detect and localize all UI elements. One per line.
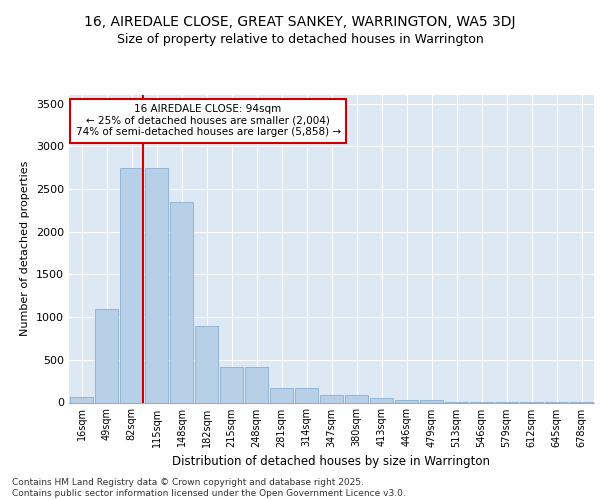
Y-axis label: Number of detached properties: Number of detached properties bbox=[20, 161, 31, 336]
Bar bbox=[70, 398, 93, 402]
Text: Contains HM Land Registry data © Crown copyright and database right 2025.
Contai: Contains HM Land Registry data © Crown c… bbox=[12, 478, 406, 498]
Bar bbox=[245, 366, 268, 402]
X-axis label: Distribution of detached houses by size in Warrington: Distribution of detached houses by size … bbox=[173, 455, 491, 468]
Bar bbox=[270, 388, 293, 402]
Bar bbox=[195, 326, 218, 402]
Text: Size of property relative to detached houses in Warrington: Size of property relative to detached ho… bbox=[116, 32, 484, 46]
Bar bbox=[395, 400, 418, 402]
Bar bbox=[320, 395, 343, 402]
Bar bbox=[345, 395, 368, 402]
Bar bbox=[95, 308, 118, 402]
Bar bbox=[220, 366, 243, 402]
Bar bbox=[420, 400, 443, 402]
Text: 16 AIREDALE CLOSE: 94sqm
← 25% of detached houses are smaller (2,004)
74% of sem: 16 AIREDALE CLOSE: 94sqm ← 25% of detach… bbox=[76, 104, 341, 138]
Bar bbox=[295, 388, 318, 402]
Bar bbox=[170, 202, 193, 402]
Bar bbox=[370, 398, 393, 402]
Bar bbox=[120, 168, 143, 402]
Bar bbox=[145, 168, 168, 402]
Text: 16, AIREDALE CLOSE, GREAT SANKEY, WARRINGTON, WA5 3DJ: 16, AIREDALE CLOSE, GREAT SANKEY, WARRIN… bbox=[84, 15, 516, 29]
